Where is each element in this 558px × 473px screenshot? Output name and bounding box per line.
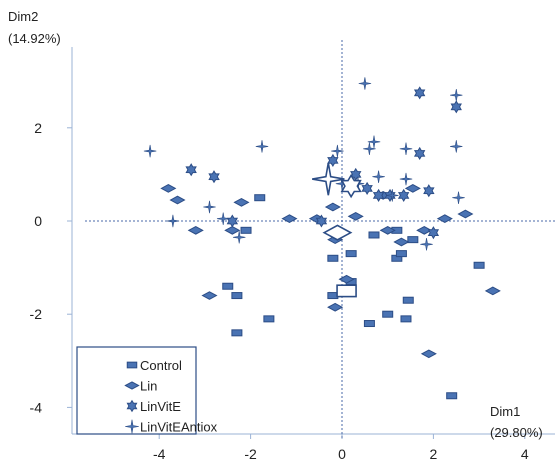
y-tick-label-0: -4 [30, 399, 43, 415]
point-linvite-13 [427, 226, 440, 240]
point-control-20 [473, 261, 485, 269]
point-lin-10 [327, 302, 344, 312]
point-control-0 [254, 194, 266, 202]
point-linviteantiox-15 [399, 142, 413, 156]
point-linviteantiox-18 [450, 140, 463, 153]
point-linviteantiox-10 [363, 142, 376, 156]
axis-labels: Dim2 (14.92%) Dim1 (29.80%) [8, 9, 543, 440]
point-linviteantiox-14 [399, 172, 413, 186]
point-linvite-4 [327, 153, 339, 167]
point-linviteantiox-0 [143, 144, 157, 158]
point-lin-2 [187, 225, 204, 235]
legend: Control Lin LinVitE LinVitEAntiox [76, 346, 218, 435]
point-control-6 [327, 254, 339, 262]
point-control-2 [222, 282, 234, 290]
point-control-1 [240, 226, 252, 234]
legend-marker-control [126, 361, 138, 369]
point-linvite-1 [208, 170, 220, 184]
legend-marker-lin [124, 381, 140, 390]
point-lin-3 [201, 291, 218, 300]
x-tick-label-2: 0 [338, 446, 346, 462]
point-lin-18 [420, 349, 437, 359]
x-tick-label-3: 2 [430, 446, 438, 462]
point-linvite-10 [413, 86, 426, 100]
point-control-16 [400, 315, 412, 323]
x-tick-label-1: -2 [244, 446, 257, 462]
point-control-11 [368, 231, 380, 239]
legend-box [76, 346, 197, 435]
point-linvite-3 [315, 214, 328, 228]
point-lin-20 [457, 209, 474, 219]
point-linvite-7 [372, 188, 385, 202]
legend-marker-linvite [126, 399, 138, 413]
point-linvite-9 [397, 188, 410, 202]
y-axis-label-line-2: (14.92%) [8, 31, 61, 46]
point-linvite-2 [226, 214, 239, 228]
x-axis-label-line-2: (29.80%) [490, 425, 543, 440]
point-linviteantiox-6 [331, 144, 344, 158]
point-lin-11 [338, 274, 355, 284]
y-axis-label-line-1: Dim2 [8, 9, 38, 24]
point-linviteantiox-13 [386, 189, 399, 202]
point-lin-21 [484, 286, 501, 296]
point-lin-5 [233, 197, 250, 207]
point-control-19 [446, 392, 458, 400]
point-lin-0 [160, 184, 177, 193]
point-lin-14 [379, 225, 396, 235]
centroid-linvite [340, 173, 362, 199]
point-linviteantiox-2 [203, 200, 216, 214]
centroid-control [336, 284, 357, 298]
point-linviteantiox-3 [216, 212, 230, 225]
point-control-15 [395, 250, 407, 258]
point-linviteantiox-17 [450, 88, 463, 102]
point-lin-15 [393, 237, 410, 247]
point-linvite-0 [185, 163, 197, 177]
point-control-4 [231, 329, 243, 337]
legend-label-lin: Lin [140, 379, 157, 394]
point-control-3 [231, 292, 243, 300]
point-lin-1 [169, 195, 186, 205]
point-lin-19 [436, 214, 453, 224]
point-control-5 [263, 315, 275, 323]
point-linviteantiox-5 [255, 140, 269, 153]
point-linvite-11 [413, 146, 426, 160]
legend-label-linviteantiox: LinVitEAntiox [140, 420, 218, 435]
point-lin-8 [324, 202, 341, 212]
point-linviteantiox-11 [367, 135, 381, 149]
centroid-lin [322, 224, 353, 241]
point-linviteantiox-1 [166, 214, 180, 228]
point-lin-12 [347, 211, 364, 221]
point-linviteantiox-16 [420, 238, 433, 251]
centroid-linviteantiox [312, 162, 345, 196]
y-tick-label-2: 0 [34, 213, 42, 229]
point-control-12 [382, 310, 394, 318]
y-tick-label-1: -2 [30, 306, 43, 322]
point-linvite-14 [450, 100, 462, 114]
legend-label-control: Control [140, 358, 182, 373]
point-lin-16 [404, 184, 421, 193]
x-tick-label-0: -4 [153, 446, 166, 462]
x-tick-label-4: 4 [521, 446, 529, 462]
point-control-17 [402, 296, 414, 304]
point-control-10 [363, 320, 375, 328]
point-lin-4 [224, 225, 241, 235]
point-control-9 [345, 250, 357, 258]
data-points [143, 77, 501, 400]
legend-marker-linviteantiox [125, 419, 139, 434]
point-linviteantiox-4 [232, 231, 246, 244]
point-control-18 [407, 236, 419, 244]
point-linviteantiox-19 [452, 191, 465, 204]
group-centroids [312, 162, 362, 298]
x-axis-label-line-1: Dim1 [490, 404, 520, 419]
point-linvite-12 [423, 184, 435, 198]
point-linviteantiox-9 [358, 77, 372, 90]
point-linvite-6 [361, 181, 373, 195]
y-tick-label-3: 2 [34, 120, 42, 136]
legend-label-linvite: LinVitE [140, 399, 181, 414]
point-linviteantiox-12 [372, 170, 385, 183]
point-lin-6 [281, 214, 298, 224]
